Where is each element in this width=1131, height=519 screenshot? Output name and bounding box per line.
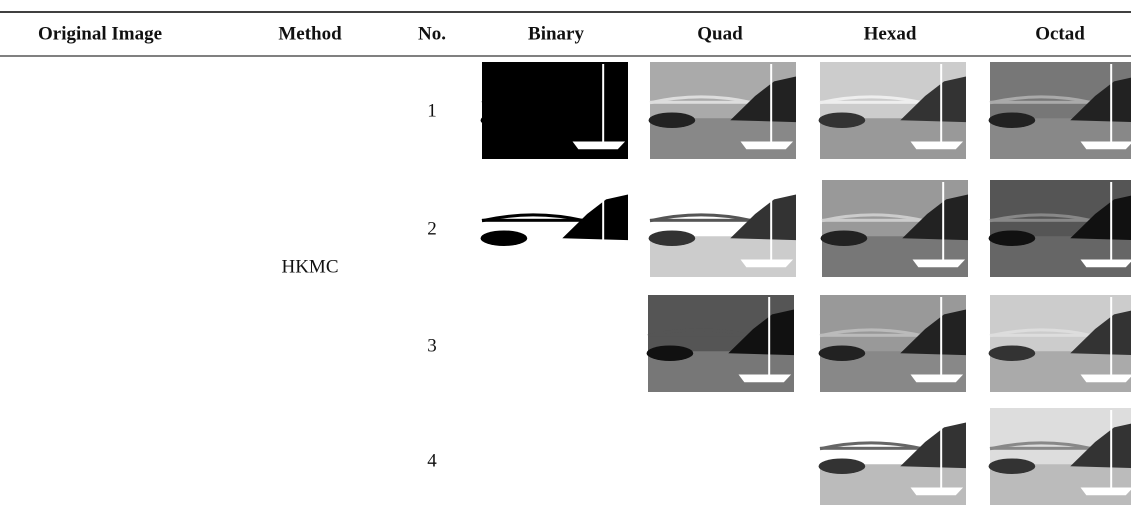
column-header: Original Image [38, 23, 162, 44]
column-header: Method [278, 23, 342, 44]
left-hill [819, 112, 866, 128]
left-hill [989, 112, 1036, 128]
bridge-deck [990, 101, 1100, 104]
boat [913, 260, 966, 268]
boat [911, 375, 964, 383]
bridge-deck [650, 101, 760, 104]
left-hill [821, 230, 868, 246]
bridge-deck [482, 219, 592, 222]
row-number: 4 [427, 450, 437, 471]
left-hill [819, 458, 866, 474]
left-hill [647, 345, 694, 361]
thumbnail [819, 408, 966, 505]
bridge-deck [820, 447, 930, 450]
thumbnail [647, 295, 794, 392]
header-row: Original Image Method No. Binary Quad Hexad Oc… [38, 23, 1085, 44]
left-hill [649, 112, 696, 128]
column-header: Quad [697, 23, 743, 44]
thumbnail [989, 408, 1131, 505]
left-hill [819, 345, 866, 361]
left-hill [481, 230, 528, 246]
row-number: 3 [427, 335, 437, 356]
boat [739, 375, 792, 383]
boat [911, 488, 964, 496]
thumbnail [649, 62, 796, 159]
column-header: Binary [528, 23, 584, 44]
column-header: Octad [1035, 23, 1085, 44]
row-number: 1 [427, 100, 437, 121]
column-header: Hexad [864, 23, 917, 44]
bridge-deck [990, 334, 1100, 337]
thumbnail [989, 62, 1131, 159]
table-figure: Original Image Method No. Binary Quad Hexad Oc… [0, 0, 1131, 514]
bridge-deck [820, 101, 930, 104]
left-hill [481, 112, 528, 128]
bridge-deck [820, 334, 930, 337]
boat [741, 260, 794, 268]
boat [1081, 375, 1131, 383]
thumbnail [821, 180, 968, 277]
bridge-deck [482, 101, 592, 104]
thumbnail [989, 295, 1131, 392]
bridge-deck [990, 219, 1100, 222]
bridge-deck [650, 219, 760, 222]
thumbnail [989, 180, 1131, 277]
left-hill [989, 345, 1036, 361]
method-label: HKMC [281, 256, 338, 277]
left-hill [989, 230, 1036, 246]
boat [1081, 142, 1131, 150]
boat [1081, 260, 1131, 268]
boat [911, 142, 964, 150]
thumbnail [481, 62, 628, 159]
thumbnail [481, 180, 628, 277]
boat [573, 142, 626, 150]
thumbnail [819, 295, 966, 392]
row-number: 2 [427, 218, 437, 239]
left-hill [649, 230, 696, 246]
bridge-deck [648, 334, 758, 337]
bridge-deck [822, 219, 932, 222]
boat [573, 260, 626, 268]
thumbnail [649, 180, 796, 277]
column-header: No. [418, 23, 446, 44]
thumbnail [819, 62, 966, 159]
boat [1081, 488, 1131, 496]
left-hill [989, 458, 1036, 474]
bridge-deck [990, 447, 1100, 450]
boat [741, 142, 794, 150]
body: 1 2 3 4 [427, 62, 1131, 505]
